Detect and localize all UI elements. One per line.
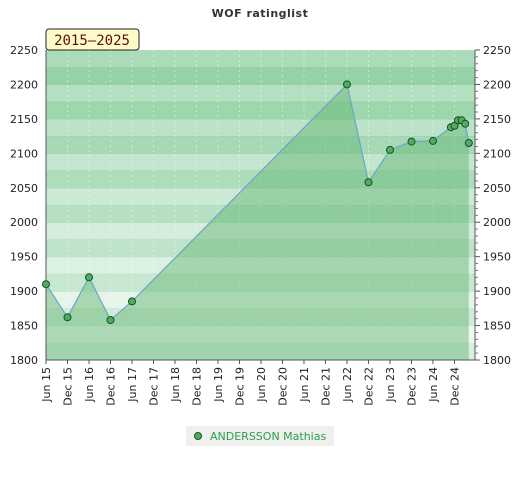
- y-tick-label-left: 2050: [10, 182, 38, 195]
- y-tick-label-left: 1950: [10, 251, 38, 264]
- data-point[interactable]: [429, 136, 437, 145]
- y-tick-label-right: 1950: [483, 251, 511, 264]
- chart-title: WOF ratinglist: [212, 7, 309, 20]
- background-band: [46, 67, 475, 85]
- data-point[interactable]: [407, 137, 416, 146]
- x-tick-label: Dec 17: [147, 367, 160, 406]
- x-tick-label: Jun 15: [40, 367, 53, 403]
- data-point[interactable]: [63, 313, 72, 322]
- x-tick-label: Jun 17: [126, 367, 139, 403]
- x-tick-label: Jun 24: [427, 367, 440, 403]
- x-tick-label: Dec 23: [405, 367, 418, 406]
- background-band: [46, 205, 475, 223]
- y-tick-label-left: 1850: [10, 320, 38, 333]
- background-band: [46, 84, 475, 103]
- background-band: [46, 101, 475, 120]
- y-tick-label-right: 2250: [483, 44, 511, 57]
- y-tick-label-right: 2100: [483, 147, 511, 160]
- x-tick-label: Dec 24: [448, 367, 461, 406]
- legend[interactable]: ANDERSSON Mathias: [186, 426, 334, 446]
- area-fill: [46, 84, 469, 361]
- x-tick-label: Dec 19: [233, 367, 246, 406]
- period-badge-text: 2015–2025: [54, 33, 130, 49]
- background-band: [46, 50, 475, 68]
- period-badge-box: [45, 28, 140, 51]
- data-point[interactable]: [343, 80, 351, 89]
- background-band: [46, 342, 475, 361]
- background-bands: [46, 50, 475, 361]
- y-tick-label-right: 1800: [483, 354, 511, 367]
- x-tick-label: Jun 16: [83, 367, 96, 403]
- y-tick-label-left: 1900: [10, 285, 38, 298]
- x-tick-label: Dec 20: [276, 367, 289, 406]
- x-tick-label: Dec 21: [319, 367, 332, 406]
- y-tick-label-left: 2200: [10, 78, 38, 91]
- background-band: [46, 153, 475, 172]
- y-tick-label-right: 1900: [483, 285, 511, 298]
- x-tick-label: Dec 16: [104, 367, 117, 406]
- background-band: [46, 222, 475, 240]
- y-axis-right: 1800 1850 1900 1950 2000 2050 2100 2150 2200 2250: [475, 44, 511, 367]
- y-axis-left: 1800 1850 1900 1950 2000 2050 2100 2150 2200 2250: [10, 44, 38, 367]
- background-band: [46, 239, 475, 258]
- y-tick-label-left: 1800: [10, 354, 38, 367]
- background-band: [46, 308, 475, 327]
- y-tick-label-right: 1850: [483, 320, 511, 333]
- data-point[interactable]: [386, 145, 394, 154]
- y-tick-label-right: 2150: [483, 113, 511, 126]
- y-tick-label-right: 2050: [483, 182, 511, 195]
- y-tick-label-right: 2000: [483, 216, 511, 229]
- background-band: [46, 256, 475, 275]
- data-point[interactable]: [364, 178, 373, 187]
- data-point[interactable]: [461, 119, 470, 128]
- y-tick-label-left: 2150: [10, 113, 38, 126]
- period-badge: 2015–2025: [45, 28, 140, 51]
- data-point[interactable]: [464, 139, 473, 147]
- data-points: [42, 80, 473, 324]
- x-tick-label: Jun 21: [298, 367, 311, 403]
- x-tick-label: Dec 22: [362, 367, 375, 406]
- data-point[interactable]: [450, 121, 459, 130]
- y-tick-label-left: 2000: [10, 216, 38, 229]
- background-band: [46, 136, 475, 154]
- legend-box: [186, 426, 334, 446]
- background-band: [46, 325, 475, 344]
- background-band: [46, 118, 475, 137]
- x-tick-label: Jun 19: [212, 367, 225, 403]
- y-tick-label-right: 2200: [483, 78, 511, 91]
- background-band: [46, 187, 475, 206]
- background-band: [46, 273, 475, 292]
- data-point[interactable]: [85, 273, 93, 282]
- x-tick-label: Jun 22: [341, 367, 354, 403]
- legend-marker: [194, 432, 202, 440]
- background-band: [46, 291, 475, 309]
- x-axis: Jun 15 Dec 15 Jun 16 Dec 16 Jun 17 Dec 17 Jun …: [40, 360, 461, 406]
- x-tick-label: Jun 18: [169, 367, 182, 403]
- legend-label: ANDERSSON Mathias: [210, 430, 326, 443]
- x-tick-label: Jun 20: [255, 367, 268, 403]
- data-point[interactable]: [106, 316, 115, 324]
- x-tick-label: Dec 15: [61, 367, 74, 406]
- x-tick-label: Dec 18: [190, 367, 203, 406]
- data-point[interactable]: [128, 297, 136, 306]
- y-tick-label-left: 2250: [10, 44, 38, 57]
- x-tick-label: Jun 23: [384, 367, 397, 403]
- data-point[interactable]: [42, 280, 50, 289]
- y-tick-label-left: 2100: [10, 147, 38, 160]
